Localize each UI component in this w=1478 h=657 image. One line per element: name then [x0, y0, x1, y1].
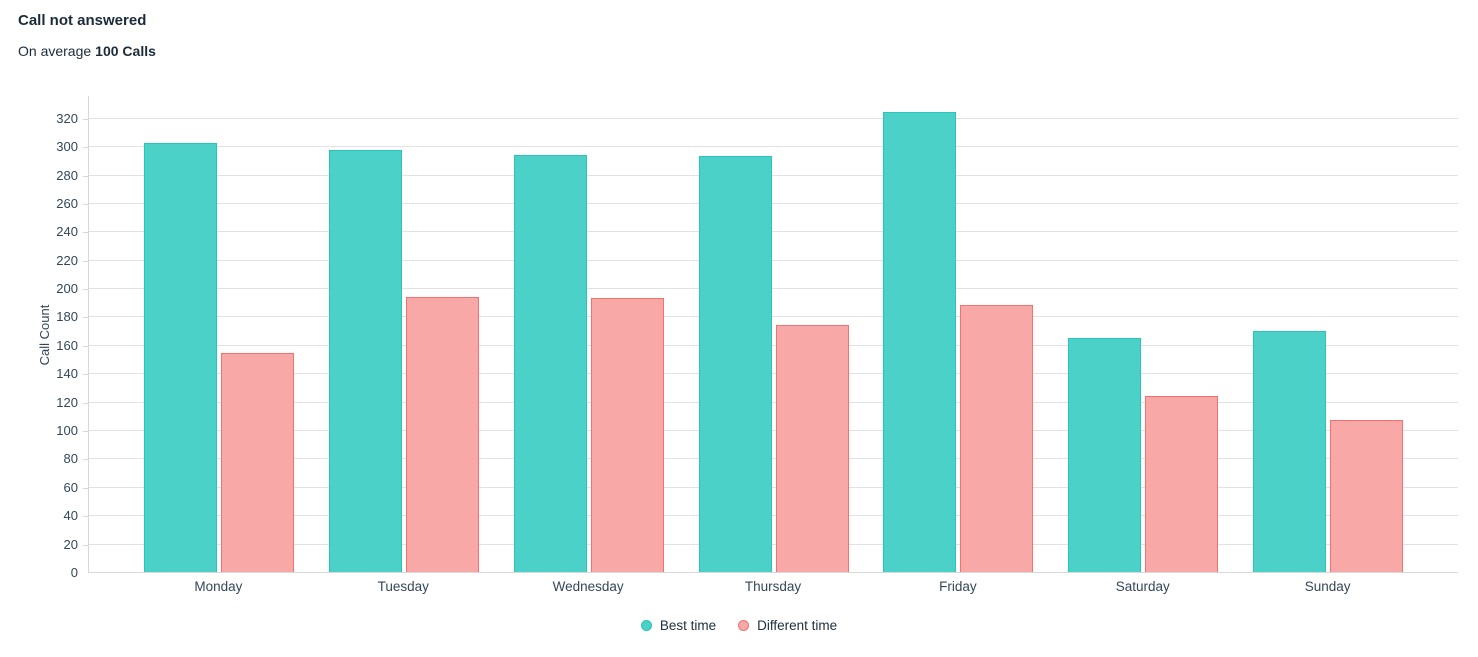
bar-group-tuesday — [312, 96, 497, 572]
plot-area — [88, 96, 1458, 573]
gridline — [89, 458, 1458, 460]
bar-group-saturday — [1051, 96, 1236, 572]
y-tick-label: 260 — [56, 195, 78, 211]
x-axis-label: Thursday — [744, 579, 802, 594]
legend-item-different-time[interactable]: Different time — [738, 618, 837, 633]
bar-group-thursday — [681, 96, 866, 572]
legend-item-best-time[interactable]: Best time — [640, 618, 717, 633]
bar-different-time-thursday[interactable] — [775, 324, 849, 572]
y-tick-mark — [83, 487, 88, 489]
y-tick-mark — [83, 544, 88, 546]
y-tick-mark — [83, 118, 88, 120]
bar-best-time-friday[interactable] — [883, 112, 957, 572]
bar-different-time-sunday[interactable] — [1329, 420, 1403, 572]
y-tick-mark — [83, 289, 88, 291]
gridline — [89, 288, 1458, 290]
legend-dot-icon — [640, 620, 652, 631]
y-tick-label: 80 — [63, 451, 78, 467]
x-axis-label: Monday — [194, 579, 243, 594]
y-axis: Call Count 0 20 40 60 80 100 120 140 160 180 200 22… — [0, 96, 88, 580]
bar-best-time-monday[interactable] — [144, 143, 218, 572]
y-tick-mark — [83, 459, 88, 461]
y-tick-mark — [83, 147, 88, 149]
gridline — [89, 259, 1458, 261]
gridline — [89, 543, 1458, 545]
y-tick-mark — [83, 317, 88, 319]
y-tick-mark — [83, 345, 88, 347]
gridline — [89, 344, 1458, 346]
bar-different-time-monday[interactable] — [221, 353, 295, 572]
page-title: Call not answered — [18, 12, 147, 29]
subtitle-prefix: On average — [18, 43, 92, 59]
y-axis-title: Call Count — [36, 304, 52, 365]
bar-different-time-tuesday[interactable] — [406, 296, 480, 572]
y-tick-label: 240 — [56, 224, 78, 240]
chart-body: Call Count 0 20 40 60 80 100 120 140 160 180 200 22… — [0, 96, 1458, 580]
y-tick-label: 20 — [63, 536, 78, 552]
bar-group-friday — [866, 96, 1051, 572]
bar-group-wednesday — [496, 96, 681, 572]
bar-different-time-saturday[interactable] — [1144, 395, 1218, 572]
x-axis-label: Sunday — [1304, 579, 1351, 594]
y-tick-mark — [83, 402, 88, 404]
bar-groups — [89, 96, 1458, 572]
x-axis-label: Wednesday — [552, 579, 624, 594]
gridline — [89, 430, 1458, 432]
x-axis-labels: Monday Tuesday Wednesday Thursday Friday Satu… — [88, 579, 1458, 594]
y-tick-mark — [83, 260, 88, 262]
gridline — [89, 316, 1458, 318]
y-tick-label: 40 — [63, 508, 78, 524]
bar-best-time-sunday[interactable] — [1252, 330, 1326, 572]
y-tick-label: 120 — [56, 394, 78, 410]
bar-best-time-tuesday[interactable] — [329, 150, 403, 572]
gridline — [89, 117, 1458, 119]
y-tick-label: 0 — [70, 565, 78, 580]
y-tick-label: 100 — [56, 423, 78, 439]
bar-different-time-friday[interactable] — [960, 305, 1034, 572]
bar-best-time-wednesday[interactable] — [513, 154, 587, 572]
x-axis-label: Friday — [939, 579, 977, 594]
bar-best-time-saturday[interactable] — [1067, 337, 1141, 572]
bar-group-sunday — [1235, 96, 1420, 572]
bar-group-monday — [127, 96, 312, 572]
x-axis-label: Saturday — [1115, 579, 1170, 594]
gridline — [89, 146, 1458, 148]
y-tick-mark — [83, 203, 88, 205]
y-tick-label: 180 — [56, 309, 78, 325]
gridline — [89, 174, 1458, 176]
gridline — [89, 515, 1458, 517]
y-tick-mark — [83, 175, 88, 177]
chart-legend: Best time Different time — [0, 618, 1478, 633]
legend-label: Best time — [659, 618, 717, 633]
y-tick-label: 60 — [63, 479, 78, 495]
x-axis-label: Tuesday — [377, 579, 429, 594]
bar-different-time-wednesday[interactable] — [590, 298, 664, 572]
y-tick-mark — [83, 516, 88, 518]
legend-label: Different time — [757, 618, 838, 633]
gridline — [89, 231, 1458, 233]
bar-best-time-thursday[interactable] — [698, 156, 772, 572]
y-tick-label: 220 — [56, 252, 78, 268]
report-header: Call not answered On average 100 Calls — [0, 0, 1478, 59]
y-tick-mark — [83, 374, 88, 376]
y-tick-label: 140 — [56, 366, 78, 382]
y-tick-mark — [83, 431, 88, 433]
gridline — [89, 373, 1458, 375]
gridline — [89, 202, 1458, 204]
legend-dot-icon — [738, 620, 750, 631]
y-tick-label: 200 — [56, 281, 78, 297]
bar-chart: Call Count 0 20 40 60 80 100 120 140 160 180 200 22… — [0, 96, 1478, 633]
subtitle-value: 100 Calls — [95, 43, 156, 59]
y-tick-mark — [83, 232, 88, 234]
y-tick-label: 160 — [56, 337, 78, 353]
gridline — [89, 401, 1458, 403]
y-tick-label: 280 — [56, 167, 78, 183]
y-tick-label: 320 — [56, 110, 78, 126]
y-tick-label: 300 — [56, 139, 78, 155]
page-subtitle: On average 100 Calls — [18, 43, 1460, 59]
gridline — [89, 486, 1458, 488]
